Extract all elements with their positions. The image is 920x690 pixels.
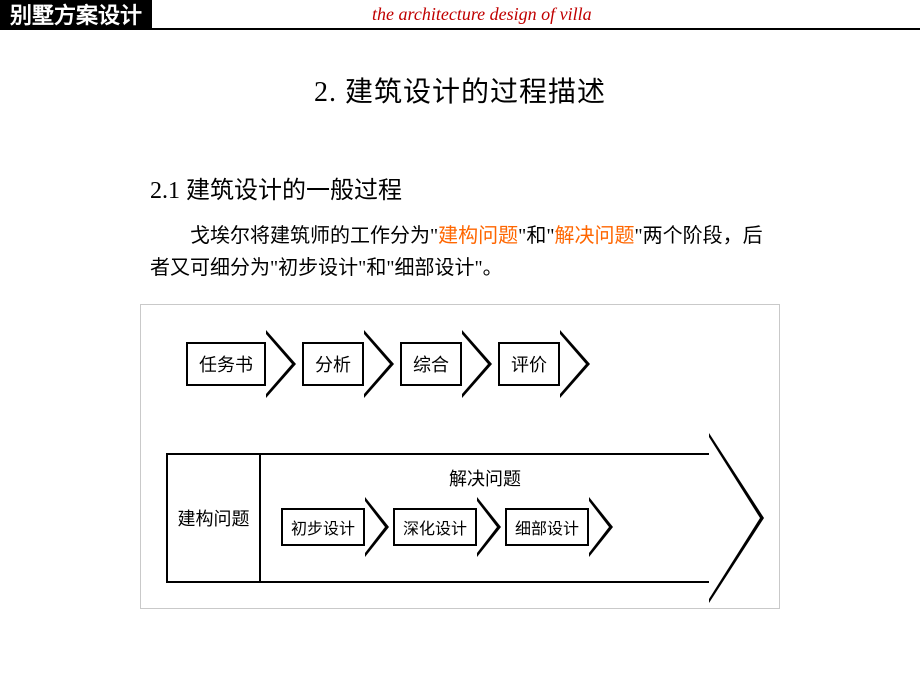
flow-row-2: 建构问题 解决问题 初步设计 深化设计 细部设计	[166, 453, 764, 583]
flowchart-diagram: 任务书 分析 综合 评价 建构问题 解决问题 初步设计	[140, 304, 780, 609]
arrow-analyze-label: 分析	[302, 342, 364, 386]
arrow-analyze: 分析	[302, 330, 394, 398]
sub-arrow-deepen-label: 深化设计	[393, 508, 477, 546]
header-bar: 别墅方案设计 the architecture design of villa	[0, 0, 920, 30]
main-title: 2. 建筑设计的过程描述	[0, 70, 920, 110]
sub-arrow-prelim-label: 初步设计	[281, 508, 365, 546]
section-title: 2.1 建筑设计的一般过程	[150, 170, 920, 205]
sub-arrow-prelim: 初步设计	[281, 497, 389, 557]
para-mid1: "和"	[518, 225, 554, 247]
body-paragraph: 戈埃尔将建筑师的工作分为"建构问题"和"解决问题"两个阶段，后者又可细分为"初步…	[150, 220, 770, 284]
para-hl1: 建构问题	[438, 225, 518, 247]
header-title-cn: 别墅方案设计	[0, 0, 152, 29]
header-title-en: the architecture design of villa	[372, 4, 592, 25]
arrow-synthesize: 综合	[400, 330, 492, 398]
arrow-head-icon	[589, 497, 613, 557]
para-hl2: 解决问题	[555, 225, 635, 247]
sub-arrow-deepen: 深化设计	[393, 497, 501, 557]
solve-problem-arrow: 解决问题 初步设计 深化设计 细部设计	[261, 453, 764, 583]
sub-arrow-detail-label: 细部设计	[505, 508, 589, 546]
big-arrow-head-icon	[709, 433, 764, 603]
arrow-head-icon	[364, 330, 394, 398]
arrow-head-icon	[266, 330, 296, 398]
construct-problem-box: 建构问题	[166, 453, 261, 583]
solve-arrow-body: 解决问题 初步设计 深化设计 细部设计	[261, 453, 709, 583]
solve-problem-label: 解决问题	[261, 455, 709, 497]
arrow-head-icon	[560, 330, 590, 398]
arrow-task-label: 任务书	[186, 342, 266, 386]
arrow-synthesize-label: 综合	[400, 342, 462, 386]
arrow-evaluate: 评价	[498, 330, 590, 398]
flow-row-1: 任务书 分析 综合 评价	[186, 330, 764, 398]
arrow-task: 任务书	[186, 330, 296, 398]
sub-arrow-detail: 细部设计	[505, 497, 613, 557]
arrow-head-icon	[365, 497, 389, 557]
arrow-evaluate-label: 评价	[498, 342, 560, 386]
arrow-head-icon	[477, 497, 501, 557]
arrow-head-icon	[462, 330, 492, 398]
sub-arrow-row: 初步设计 深化设计 细部设计	[261, 497, 709, 565]
para-pre1: 戈埃尔将建筑师的工作分为"	[150, 225, 438, 247]
